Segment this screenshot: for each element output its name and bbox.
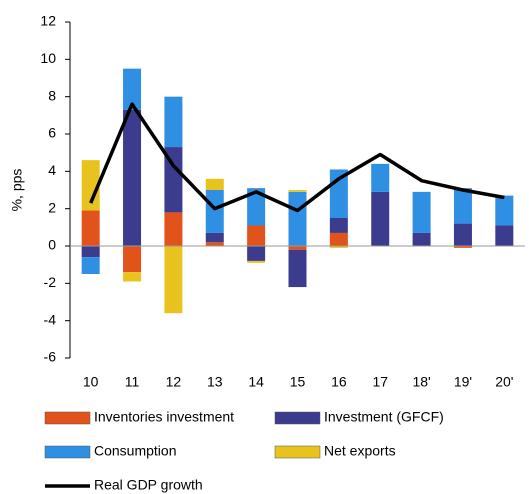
bar-segment	[453, 223, 472, 246]
legend-swatch	[274, 411, 321, 425]
bar-segment	[164, 212, 183, 246]
x-tick-label: 10	[83, 374, 99, 390]
x-tick-label: 12	[166, 374, 182, 390]
bar-segment	[205, 242, 224, 246]
bar-segment	[247, 225, 266, 246]
bar-segment	[288, 190, 307, 192]
bar-segment	[81, 246, 100, 258]
legend-swatch	[274, 445, 321, 459]
line-series	[89, 102, 505, 213]
bar-segment	[371, 191, 390, 246]
bar-segment	[205, 190, 224, 233]
legend-label: Net exports	[324, 443, 396, 459]
bar-segment	[453, 188, 472, 224]
x-tick-label: 18'	[412, 374, 430, 390]
bar-segment	[371, 163, 390, 192]
y-tick-label: -2	[44, 274, 57, 290]
bar-segment	[205, 232, 224, 243]
bar-segment	[329, 218, 348, 233]
y-tick-label: 8	[48, 87, 56, 103]
x-tick-label: 11	[125, 374, 140, 390]
bar-segment	[123, 272, 142, 282]
bar-segment	[288, 246, 307, 250]
bar-segment	[81, 160, 100, 211]
bar-segment	[123, 109, 142, 246]
legend-swatch	[44, 411, 91, 425]
x-tick-label: 17	[372, 374, 388, 390]
x-tick-label: 20'	[495, 374, 513, 390]
bar-segment	[123, 68, 142, 110]
bar-segment	[205, 178, 224, 190]
bar-segment	[164, 147, 183, 213]
bar-segment	[453, 246, 472, 248]
legend-label: Investment (GFCF)	[324, 409, 444, 425]
x-tick-label: 16	[331, 374, 347, 390]
y-tick-label: 2	[48, 199, 56, 215]
legend-label: Consumption	[94, 443, 177, 459]
bar-segment	[288, 191, 307, 246]
bar-segment	[164, 246, 183, 314]
bar-segment	[412, 232, 431, 246]
x-tick-label: 15	[290, 374, 306, 390]
bar-segment	[329, 232, 348, 246]
legend-label: Inventories investment	[94, 409, 234, 425]
bar-segment	[329, 246, 348, 248]
x-tick-label: 14	[248, 374, 264, 390]
bar-segment	[247, 188, 266, 226]
y-axis-label: %, pps	[9, 169, 25, 212]
y-tick-label: 12	[40, 13, 56, 29]
bar-segment	[495, 225, 514, 246]
y-tick-label: 6	[48, 125, 56, 141]
legend-label: Real GDP growth	[94, 477, 203, 493]
bar-segment	[247, 260, 266, 263]
bar-segment	[123, 246, 142, 273]
x-tick-label: 19'	[454, 374, 472, 390]
x-tick-label: 13	[207, 374, 223, 390]
y-tick-label: 4	[48, 162, 56, 178]
y-tick-label: 10	[40, 50, 56, 66]
bar-segment	[288, 249, 307, 288]
y-tick-label: -6	[44, 349, 57, 365]
bar-segment	[495, 195, 514, 226]
bar-segment	[81, 257, 100, 274]
bar-segment	[412, 191, 431, 233]
bar-segment	[81, 210, 100, 246]
y-tick-label: 0	[48, 237, 56, 253]
legend-swatch	[44, 445, 91, 459]
bar-segment	[247, 246, 266, 261]
y-tick-label: -4	[44, 311, 57, 327]
bar-segment	[164, 96, 183, 148]
